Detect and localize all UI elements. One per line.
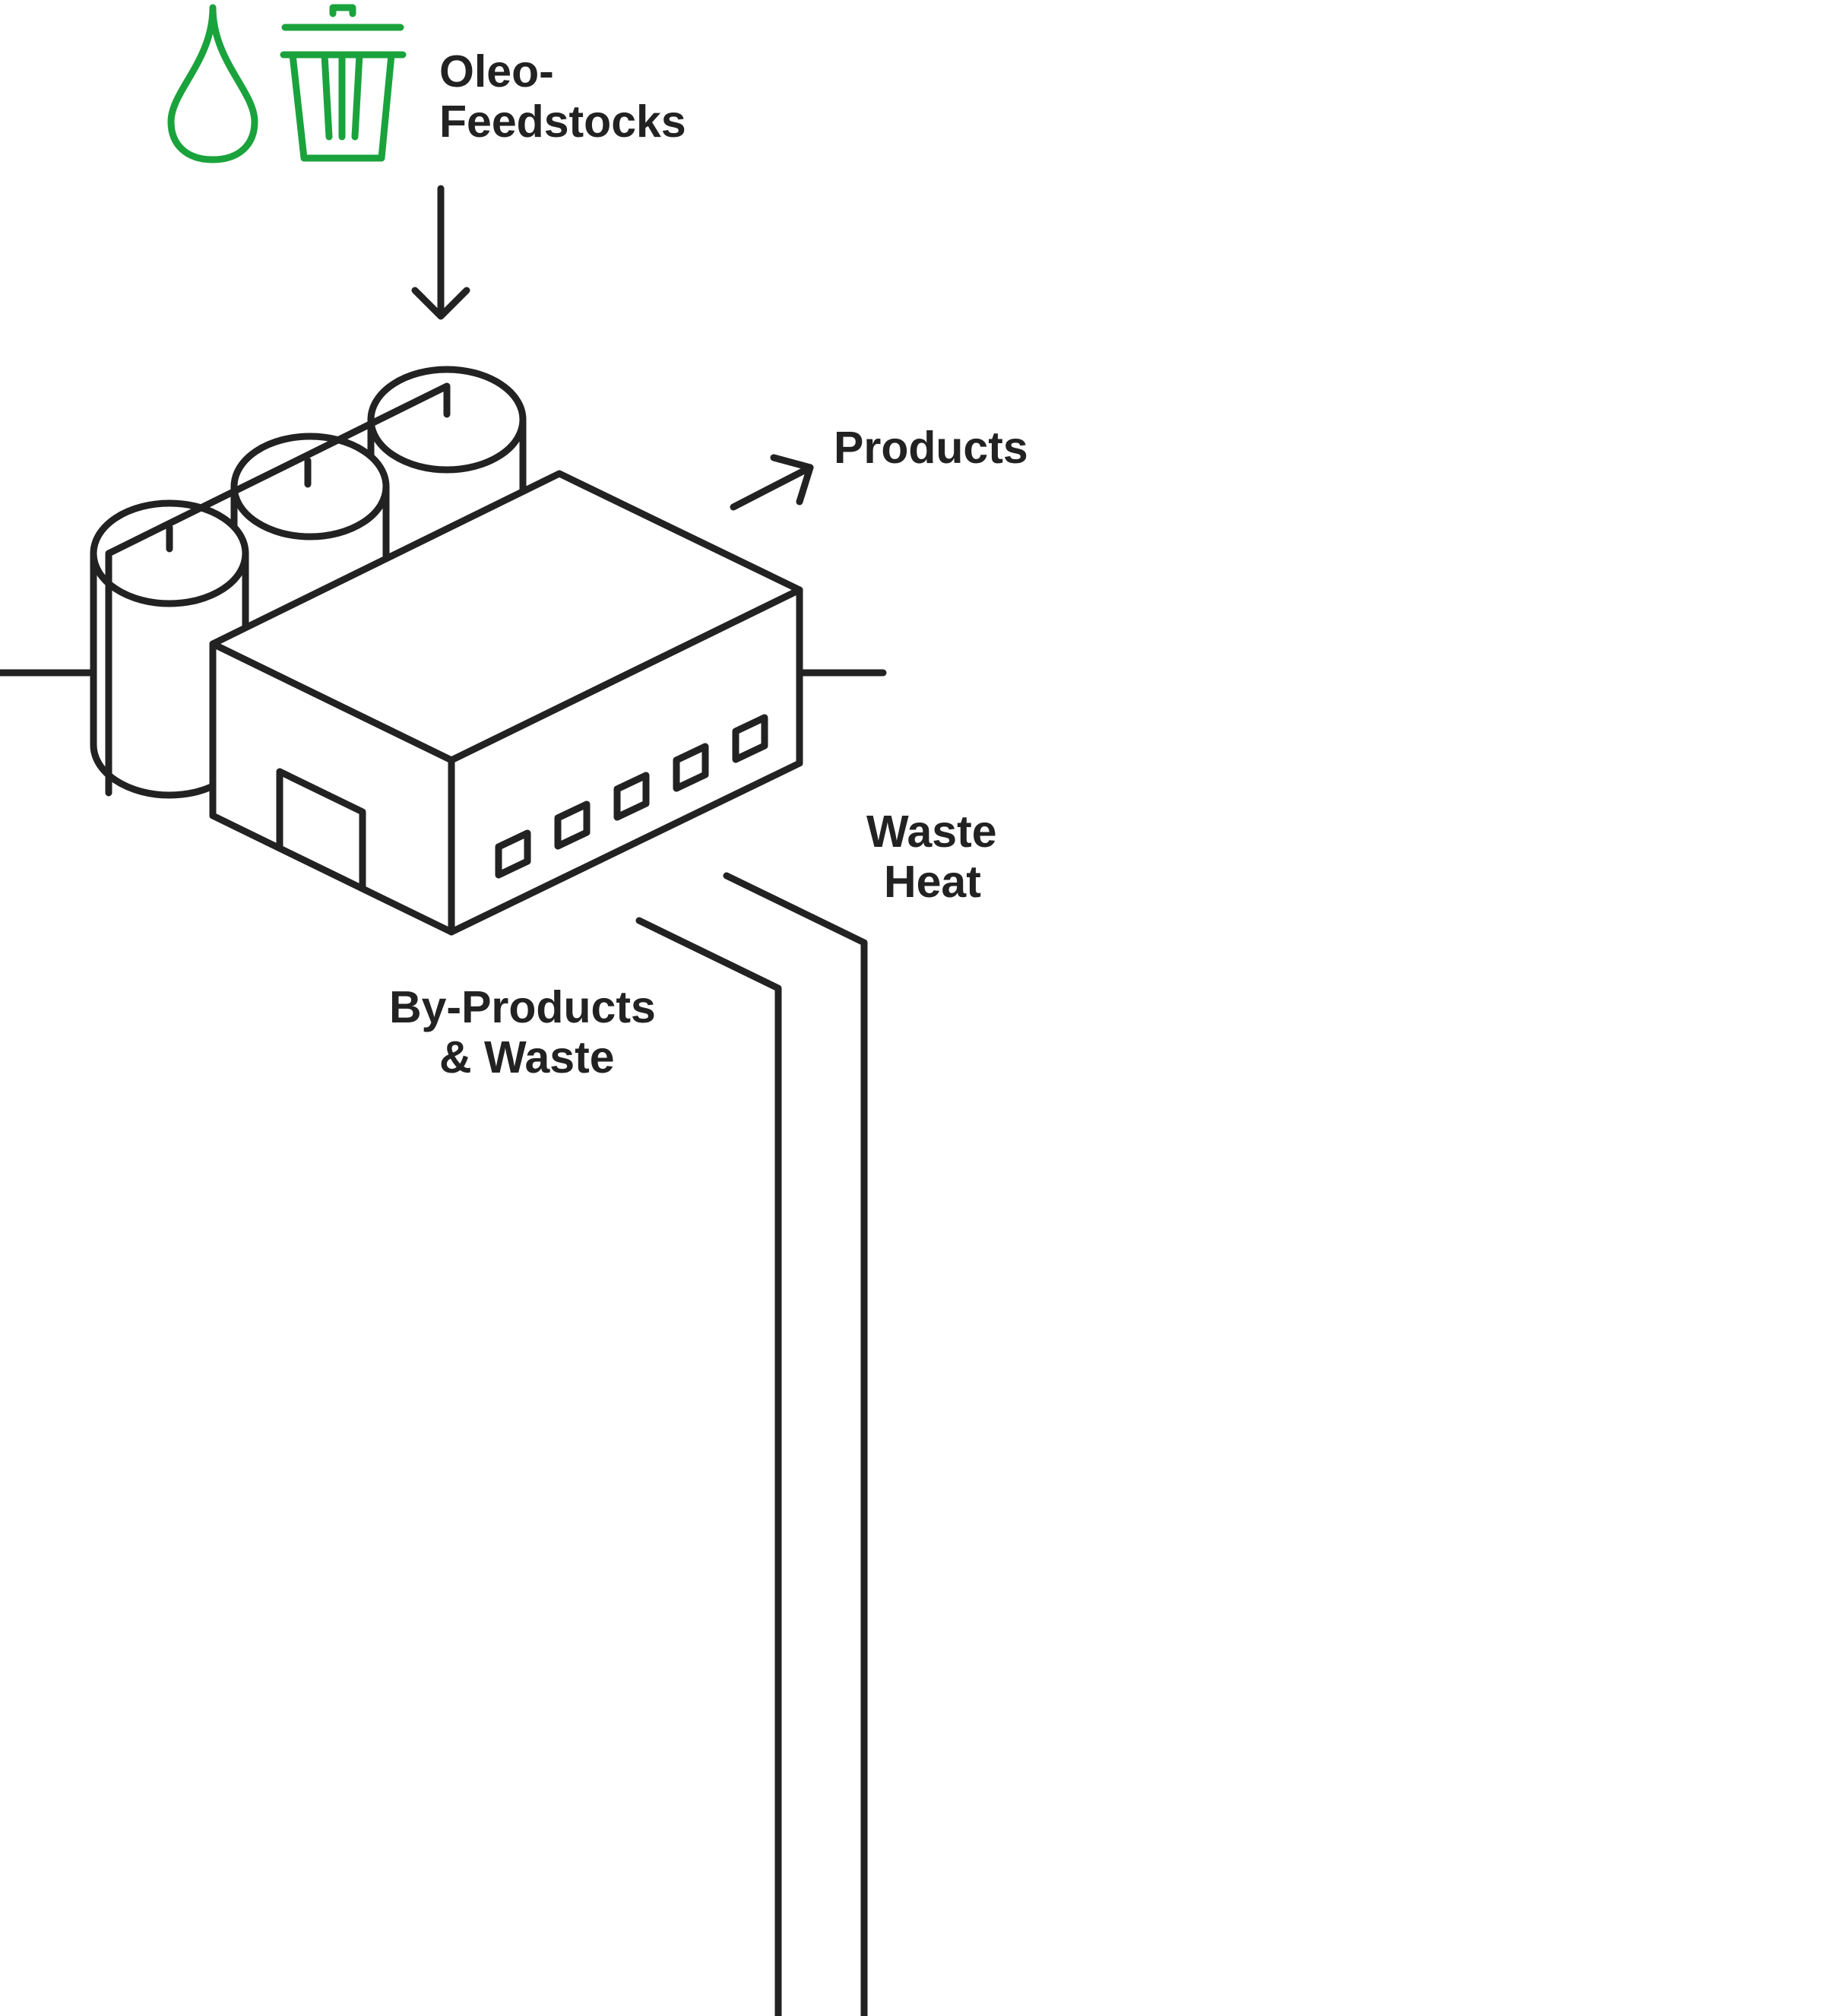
window bbox=[732, 714, 768, 763]
tank-pipe bbox=[105, 382, 451, 797]
feedstock-arrow bbox=[411, 185, 470, 320]
feedstock-label-line1: Oleo- bbox=[439, 46, 554, 97]
storage-tank-front bbox=[90, 499, 249, 799]
window bbox=[554, 800, 591, 850]
byproducts-label-line2: & Waste bbox=[439, 1032, 615, 1082]
products-arrow bbox=[730, 454, 814, 511]
window bbox=[613, 772, 650, 821]
waste-heat-pipe bbox=[723, 872, 868, 2016]
droplet-icon bbox=[167, 4, 258, 163]
factory-windows bbox=[495, 714, 768, 879]
factory-building bbox=[209, 470, 803, 936]
byproducts-pipe bbox=[635, 917, 782, 2016]
trash-can-icon bbox=[280, 4, 407, 162]
waste-heat-label-line2: Heat bbox=[884, 857, 981, 907]
products-label: Products bbox=[834, 423, 1028, 473]
byproducts-label-line1: By-Products bbox=[389, 982, 656, 1032]
factory-door bbox=[276, 768, 366, 892]
feedstock-label-line2: Feedstocks bbox=[439, 97, 686, 147]
window bbox=[673, 743, 709, 792]
waste-heat-label-line1: Waste bbox=[866, 807, 997, 857]
window bbox=[495, 829, 531, 879]
